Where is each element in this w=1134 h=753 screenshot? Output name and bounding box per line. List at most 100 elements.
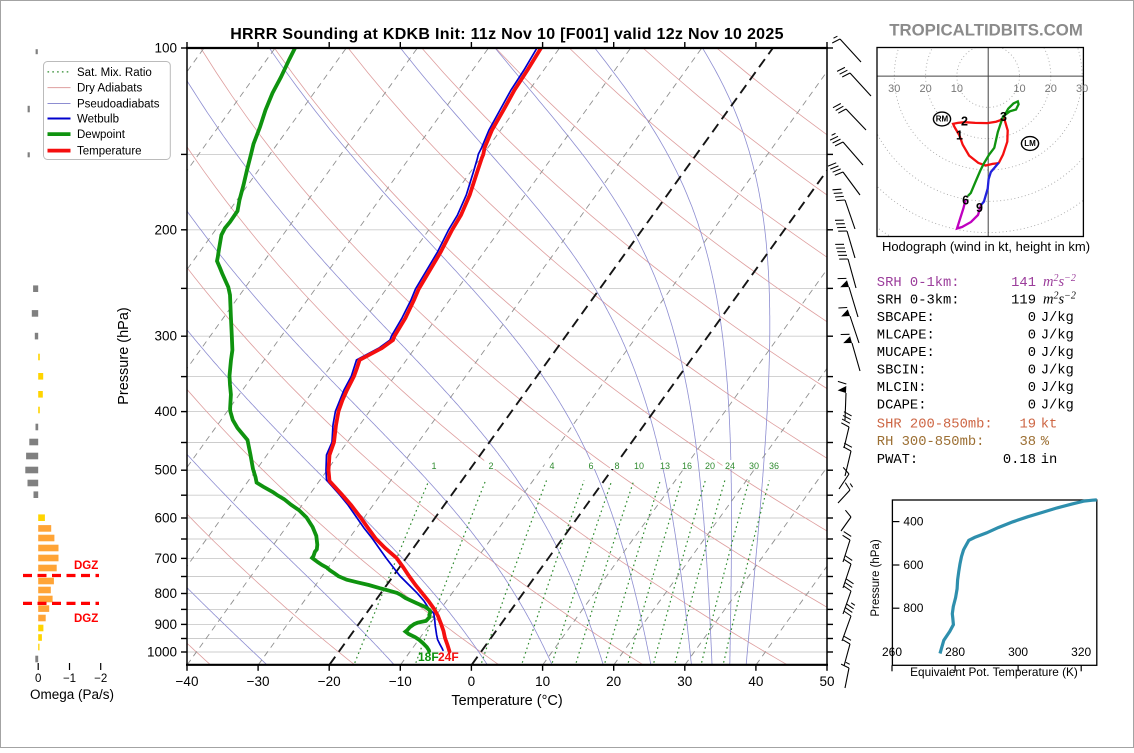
svg-text:20: 20 (1045, 83, 1057, 95)
svg-text:600: 600 (154, 511, 177, 526)
svg-text:4: 4 (549, 461, 554, 471)
svg-text:PWAT:: PWAT: (877, 453, 918, 468)
svg-text:Omega (Pa/s): Omega (Pa/s) (30, 687, 114, 702)
svg-text:320: 320 (1071, 645, 1091, 659)
svg-text:800: 800 (154, 586, 177, 601)
svg-text:DGZ: DGZ (74, 560, 98, 572)
svg-text:6: 6 (962, 194, 969, 208)
svg-text:SBCAPE:: SBCAPE: (877, 311, 935, 326)
svg-text:600: 600 (903, 558, 923, 572)
svg-text:8: 8 (614, 461, 619, 471)
svg-text:0: 0 (1028, 399, 1036, 414)
svg-text:6: 6 (588, 461, 593, 471)
svg-text:Pseudoadiabats: Pseudoadiabats (77, 99, 160, 111)
svg-text:300: 300 (154, 329, 177, 344)
svg-text:38: 38 (1019, 435, 1036, 450)
svg-text:30: 30 (749, 461, 759, 471)
svg-text:0: 0 (1028, 364, 1036, 379)
svg-text:900: 900 (154, 617, 177, 632)
svg-text:RH 300-850mb:: RH 300-850mb: (877, 434, 985, 450)
svg-text:700: 700 (154, 551, 177, 566)
svg-text:36: 36 (769, 461, 779, 471)
svg-text:J/kg: J/kg (1041, 363, 1074, 379)
svg-text:24: 24 (725, 461, 735, 471)
svg-text:10: 10 (634, 461, 644, 471)
svg-text:Sat. Mix. Ratio: Sat. Mix. Ratio (77, 67, 152, 79)
svg-text:18F: 18F (418, 650, 439, 664)
svg-text:HRRR Sounding at KDKB Init: 11: HRRR Sounding at KDKB Init: 11z Nov 10 [… (230, 26, 784, 43)
svg-text:%: % (1041, 435, 1050, 450)
svg-text:400: 400 (903, 515, 923, 529)
svg-text:100: 100 (154, 41, 177, 56)
svg-text:LM: LM (1024, 139, 1036, 148)
svg-text:Wetbulb: Wetbulb (77, 114, 119, 126)
svg-text:0: 0 (35, 673, 41, 685)
svg-text:MLCAPE:: MLCAPE: (877, 329, 935, 344)
svg-text:3: 3 (1000, 110, 1007, 124)
svg-text:Hodograph (wind in kt, height: Hodograph (wind in kt, height in km) (882, 239, 1090, 254)
svg-text:260: 260 (882, 645, 902, 659)
svg-text:SRH 0-3km:: SRH 0-3km: (877, 293, 960, 309)
svg-text:20: 20 (606, 674, 621, 689)
svg-text:TROPICALTIDBITS.COM: TROPICALTIDBITS.COM (889, 21, 1083, 40)
svg-text:MLCIN:: MLCIN: (877, 381, 927, 396)
svg-text:1000: 1000 (147, 645, 177, 660)
svg-text:280: 280 (945, 645, 965, 659)
svg-text:J/kg: J/kg (1041, 310, 1074, 326)
svg-text:Pressure (hPa): Pressure (hPa) (116, 307, 132, 405)
svg-text:30: 30 (677, 674, 692, 689)
svg-text:800: 800 (903, 601, 923, 615)
svg-text:0.18: 0.18 (1003, 453, 1036, 468)
svg-text:Dry Adiabats: Dry Adiabats (77, 83, 142, 95)
svg-text:Dewpoint: Dewpoint (77, 129, 126, 141)
svg-text:−10: −10 (389, 674, 412, 689)
svg-text:30: 30 (1076, 83, 1088, 95)
svg-text:500: 500 (154, 463, 177, 478)
svg-text:20: 20 (705, 461, 715, 471)
svg-text:13: 13 (660, 461, 670, 471)
svg-text:Temperature (°C): Temperature (°C) (451, 693, 562, 709)
svg-text:−20: −20 (318, 674, 341, 689)
svg-text:10: 10 (1013, 83, 1025, 95)
svg-text:9: 9 (976, 201, 983, 215)
svg-text:Equivalent Pot. Temperature (K: Equivalent Pot. Temperature (K) (910, 665, 1078, 679)
svg-text:kt: kt (1041, 417, 1058, 433)
svg-text:10: 10 (535, 674, 550, 689)
svg-text:−30: −30 (247, 674, 270, 689)
svg-text:−1: −1 (63, 673, 76, 685)
svg-text:400: 400 (154, 404, 177, 419)
svg-text:−2: −2 (94, 673, 107, 685)
svg-text:MUCAPE:: MUCAPE: (877, 346, 935, 361)
svg-text:J/kg: J/kg (1041, 345, 1074, 361)
svg-text:20: 20 (919, 83, 931, 95)
svg-text:RM: RM (936, 115, 949, 124)
svg-text:−40: −40 (176, 674, 199, 689)
svg-text:0: 0 (468, 674, 476, 689)
svg-text:119: 119 (1011, 294, 1036, 309)
svg-text:40: 40 (748, 674, 763, 689)
svg-text:0: 0 (1028, 311, 1036, 326)
svg-text:SBCIN:: SBCIN: (877, 364, 927, 379)
svg-text:0: 0 (1028, 381, 1036, 396)
svg-text:DGZ: DGZ (74, 613, 98, 625)
svg-text:Pressure (hPa): Pressure (hPa) (870, 539, 882, 617)
svg-text:24F: 24F (438, 650, 459, 664)
svg-text:in: in (1041, 452, 1058, 468)
svg-text:2: 2 (961, 115, 968, 129)
svg-text:19: 19 (1019, 418, 1036, 433)
svg-text:141: 141 (1011, 276, 1036, 291)
svg-text:SHR 200-850mb:: SHR 200-850mb: (877, 417, 993, 433)
svg-text:16: 16 (682, 461, 692, 471)
svg-text:50: 50 (819, 674, 834, 689)
svg-text:1: 1 (431, 461, 436, 471)
svg-text:J/kg: J/kg (1041, 380, 1074, 396)
svg-text:30: 30 (888, 83, 900, 95)
svg-text:J/kg: J/kg (1041, 398, 1074, 414)
svg-text:2: 2 (488, 461, 493, 471)
svg-text:10: 10 (951, 83, 963, 95)
svg-text:1: 1 (956, 129, 963, 143)
svg-text:DCAPE:: DCAPE: (877, 399, 927, 414)
svg-text:0: 0 (1028, 346, 1036, 361)
svg-text:200: 200 (154, 222, 177, 237)
svg-text:Temperature: Temperature (77, 146, 142, 158)
